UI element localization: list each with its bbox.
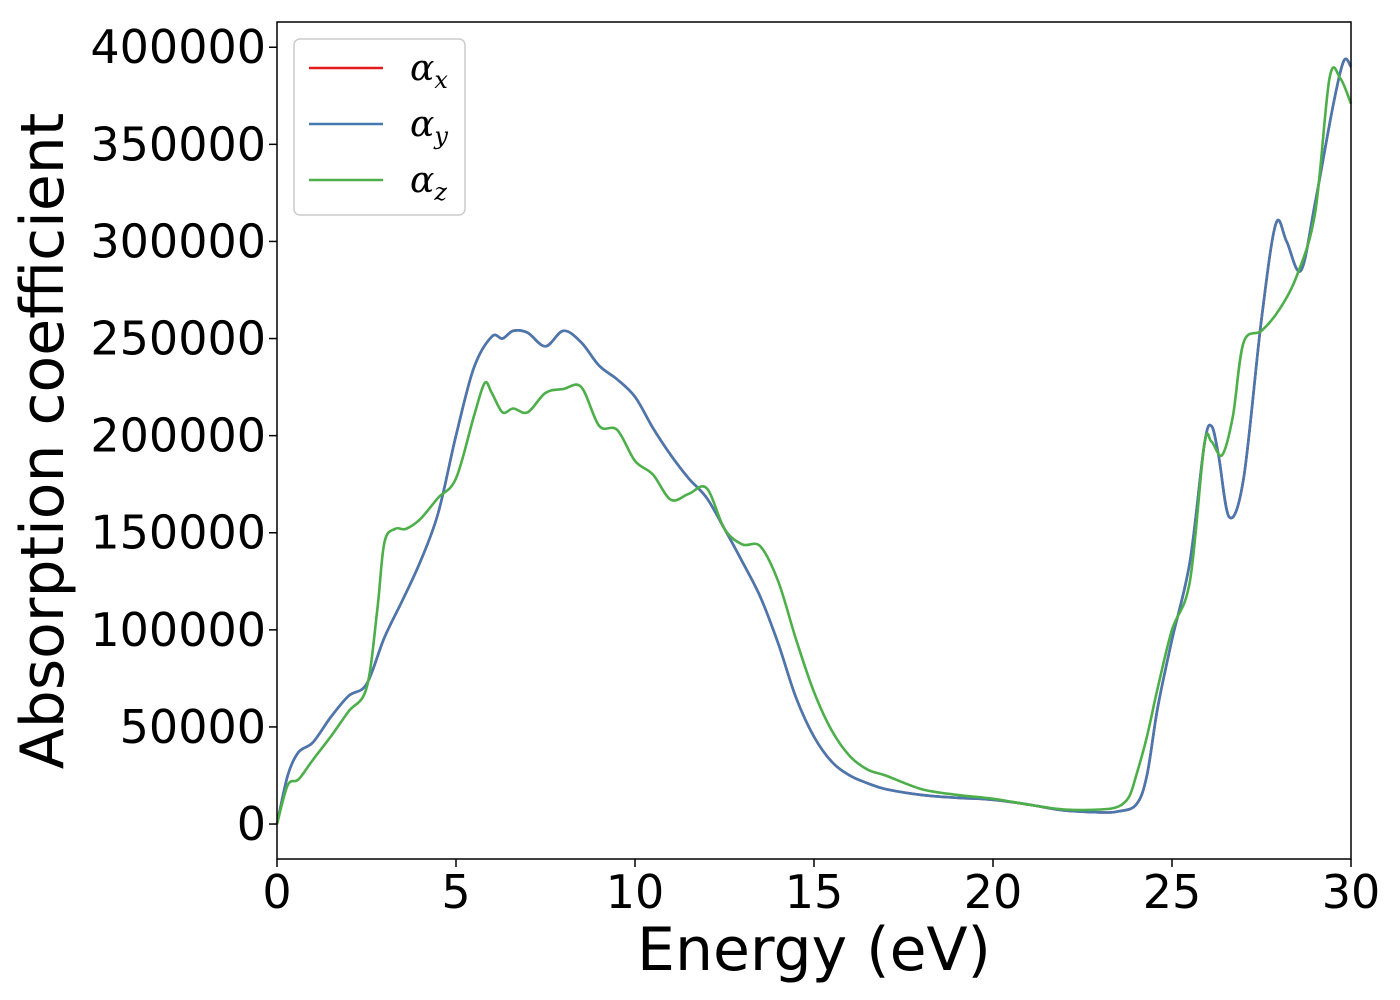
y-tick-label: 0 [237, 797, 266, 851]
series-layer [275, 57, 1353, 825]
x-tick-label: 25 [1143, 865, 1202, 919]
series-line-z [275, 66, 1353, 825]
x-tick-label: 10 [606, 865, 665, 919]
x-tick-label: 30 [1322, 865, 1381, 919]
legend-items: αx αy αz [309, 48, 448, 206]
y-tick-label: 150000 [90, 506, 266, 560]
legend-label-x: αx [410, 48, 448, 94]
legend-box [293, 38, 466, 216]
y-tick-label: 100000 [90, 603, 266, 657]
x-tick-label: 5 [441, 865, 470, 919]
x-tick-label: 0 [262, 865, 291, 919]
y-tick-label: 250000 [90, 312, 266, 366]
legend-label-y: αy [410, 104, 448, 150]
series-line-y [275, 57, 1353, 825]
y-tick-label: 200000 [90, 409, 266, 463]
x-tick-label: 20 [964, 865, 1023, 919]
y-tick-label: 400000 [90, 20, 266, 74]
legend-label-z: αz [410, 160, 447, 206]
y-tick-label: 50000 [120, 700, 266, 754]
y-tick-label: 350000 [90, 117, 266, 171]
y-axis-title: Absorption coefficient [8, 113, 78, 770]
y-axis-ticks: 0 50000 100000 150000 200000 250000 300000 3500… [90, 20, 277, 851]
legend: αx αy αz [293, 38, 466, 216]
x-axis-title: Energy (eV) [637, 915, 991, 985]
y-tick-label: 300000 [90, 214, 266, 268]
x-tick-label: 15 [785, 865, 844, 919]
x-axis-ticks: 0 5 10 15 20 25 30 [262, 859, 1380, 919]
